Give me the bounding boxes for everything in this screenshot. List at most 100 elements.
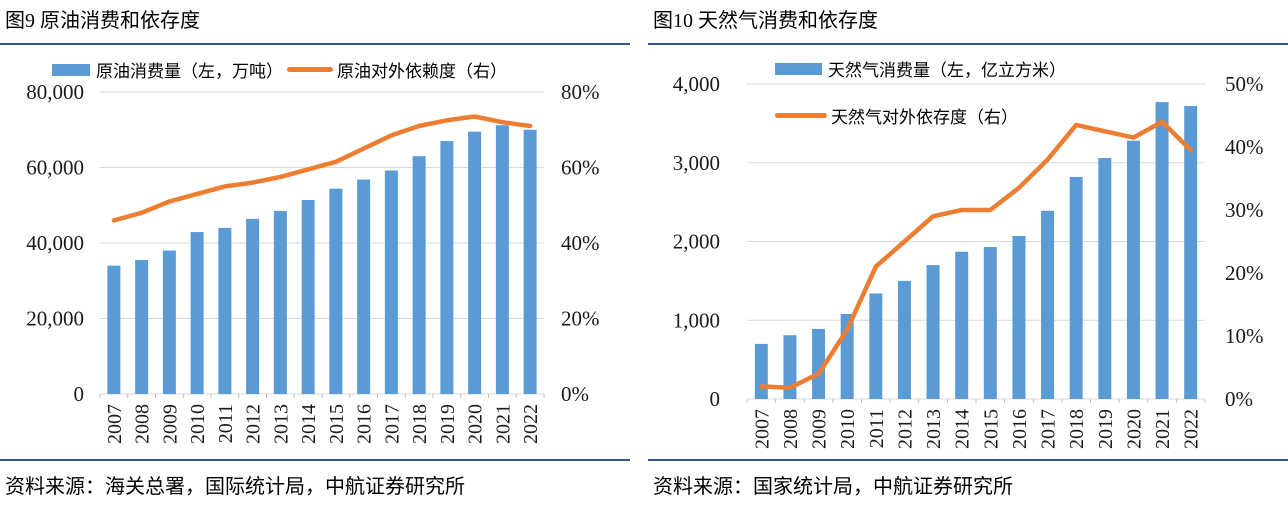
legend-label-bar-series: 原油消费量（左，万吨） <box>96 62 283 81</box>
svg-text:2022: 2022 <box>520 404 542 444</box>
svg-text:20%: 20% <box>561 307 600 331</box>
bar-2018 <box>412 156 426 394</box>
title-divider <box>648 43 1288 45</box>
svg-text:2015: 2015 <box>980 409 1002 449</box>
source-divider <box>648 459 1288 461</box>
bar-2007 <box>754 343 768 399</box>
svg-text:2012: 2012 <box>894 409 916 449</box>
svg-text:2021: 2021 <box>1152 409 1174 449</box>
bar-2017 <box>384 170 398 394</box>
bar-series <box>107 125 537 394</box>
svg-text:2009: 2009 <box>809 409 831 449</box>
bar-2013 <box>273 210 287 394</box>
figure-10-title: 图10 天然气消费和依存度 <box>653 10 878 32</box>
svg-text:2020: 2020 <box>465 404 487 444</box>
bar-2007 <box>107 265 121 394</box>
svg-text:1,000: 1,000 <box>673 308 720 332</box>
svg-text:2016: 2016 <box>354 404 376 444</box>
svg-text:2020: 2020 <box>1123 409 1145 449</box>
legend-line-swatch-icon <box>287 67 333 72</box>
svg-text:2021: 2021 <box>492 404 514 444</box>
source-divider <box>0 459 630 461</box>
figure-9-title: 图9 原油消费和依存度 <box>5 10 200 32</box>
legend-row: 原油消费量（左，万吨） 原油对外依赖度（右） <box>52 57 507 82</box>
svg-text:2017: 2017 <box>381 404 403 444</box>
svg-text:2017: 2017 <box>1038 409 1060 449</box>
figure-9-legend: 原油消费量（左，万吨） 原油对外依赖度（右） <box>52 57 507 82</box>
right-axis-labels: 0% 10% 20% 30% 40% 50% <box>1225 72 1264 411</box>
left-axis-labels: 0 20,000 40,000 60,000 80,000 <box>26 80 84 406</box>
svg-text:2014: 2014 <box>952 409 974 449</box>
legend-label-bar-series: 天然气消费量（左，亿立方米） <box>828 61 1066 80</box>
figure-9-chart-area: 0 20,000 40,000 60,000 80,000 0% 20% 40% 60% 80% 2… <box>0 45 630 459</box>
svg-text:20%: 20% <box>1225 261 1264 285</box>
bar-2015 <box>329 188 343 394</box>
legend-row: 天然气对外依存度（右） <box>775 103 1066 128</box>
svg-text:2009: 2009 <box>159 404 181 444</box>
svg-text:40%: 40% <box>561 231 600 255</box>
legend-label-line-series: 天然气对外依存度（右） <box>831 108 1018 127</box>
svg-text:80,000: 80,000 <box>26 80 84 104</box>
bar-2012 <box>246 218 260 394</box>
bar-2020 <box>468 131 482 394</box>
svg-text:60%: 60% <box>561 156 600 180</box>
bar-2021 <box>1155 102 1169 400</box>
x-axis-ticks <box>746 399 1206 403</box>
dependency-line <box>111 114 533 223</box>
svg-text:2010: 2010 <box>187 404 209 444</box>
svg-text:60,000: 60,000 <box>26 156 84 180</box>
bar-2018 <box>1069 176 1083 399</box>
bar-2022 <box>523 129 537 394</box>
svg-text:80%: 80% <box>561 80 600 104</box>
figure-10-chart-area: 0 1,000 2,000 3,000 4,000 0% 10% 20% 30% 40% 50% 20… <box>648 45 1288 459</box>
bar-2010 <box>190 232 204 394</box>
oil-consumption-dependency-chart: 0 20,000 40,000 60,000 80,000 0% 20% 40% 60% 80% 2… <box>26 80 600 444</box>
gas-consumption-dependency-chart: 0 1,000 2,000 3,000 4,000 0% 10% 20% 30% 40% 50% 20… <box>673 72 1264 449</box>
legend-bar-swatch-icon <box>775 62 822 75</box>
bar-2017 <box>1041 210 1055 399</box>
bar-2019 <box>440 141 454 394</box>
svg-text:2016: 2016 <box>1009 409 1031 449</box>
svg-text:2008: 2008 <box>132 404 154 444</box>
bar-2008 <box>135 259 149 394</box>
bar-2020 <box>1126 140 1140 399</box>
legend-label-line-series: 原油对外依赖度（右） <box>337 62 507 81</box>
svg-text:2019: 2019 <box>437 404 459 444</box>
bar-2011 <box>218 227 232 394</box>
svg-text:2019: 2019 <box>1095 409 1117 449</box>
svg-text:2013: 2013 <box>270 404 292 444</box>
bar-2019 <box>1098 158 1112 399</box>
svg-text:0%: 0% <box>561 382 589 406</box>
svg-text:40%: 40% <box>1225 135 1264 159</box>
svg-text:30%: 30% <box>1225 198 1264 222</box>
svg-text:2022: 2022 <box>1181 409 1203 449</box>
bar-2016 <box>1012 235 1026 399</box>
svg-text:40,000: 40,000 <box>26 231 84 255</box>
svg-text:2007: 2007 <box>104 404 126 444</box>
x-axis-labels: 2007 2008 2009 2010 2011 2012 2013 2014 2015 2016… <box>104 404 542 444</box>
svg-text:2,000: 2,000 <box>673 230 720 254</box>
figure-10-legend: 天然气消费量（左，亿立方米） 天然气对外依存度（右） <box>775 56 1066 128</box>
figure-10-source-note: 资料来源：国家统计局，中航证券研究所 <box>653 476 1013 498</box>
bar-2008 <box>783 335 797 399</box>
bar-2013 <box>926 265 940 399</box>
svg-text:20,000: 20,000 <box>26 307 84 331</box>
svg-text:10%: 10% <box>1225 324 1264 348</box>
bar-2012 <box>897 280 911 399</box>
svg-text:2011: 2011 <box>866 409 888 448</box>
x-axis-labels: 2007 2008 2009 2010 2011 2012 2013 2014 2015 2016… <box>751 409 1202 449</box>
svg-text:0: 0 <box>710 387 721 411</box>
bar-2009 <box>162 250 176 394</box>
figure-9-source-note: 资料来源：海关总署，国际统计局，中航证券研究所 <box>5 476 465 498</box>
svg-text:4,000: 4,000 <box>673 72 720 96</box>
x-axis-ticks <box>99 394 545 398</box>
figure-10-panel: 图10 天然气消费和依存度 0 1,000 2,000 3,000 4,000 0% 10%… <box>648 0 1288 499</box>
dependency-line <box>759 119 1193 390</box>
bar-series <box>754 102 1198 400</box>
svg-text:0: 0 <box>74 382 85 406</box>
bar-2021 <box>495 125 509 394</box>
bar-2011 <box>869 293 883 399</box>
bar-2022 <box>1184 106 1198 400</box>
svg-text:50%: 50% <box>1225 72 1264 96</box>
svg-text:2018: 2018 <box>409 404 431 444</box>
